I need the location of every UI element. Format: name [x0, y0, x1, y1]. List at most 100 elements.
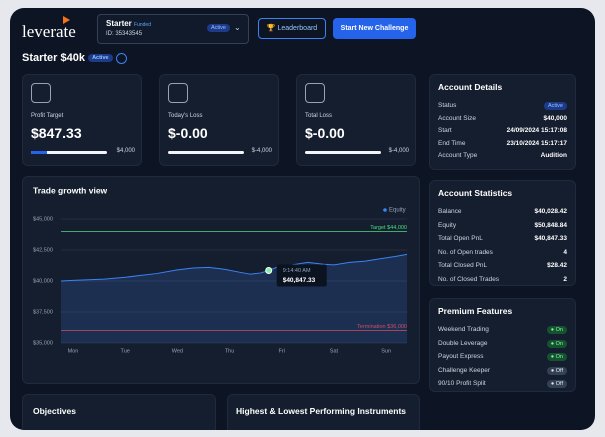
reference-label: Termination $36,000: [357, 324, 407, 330]
row-label: No. of Closed Trades: [438, 275, 500, 283]
row-label: No. of Open trades: [438, 248, 493, 256]
leaderboard-button[interactable]: 🏆 Leaderboard: [258, 18, 326, 39]
card-limit: $-4,000: [388, 148, 409, 154]
info-row: Start 24/09/2024 15:17:08: [438, 127, 567, 134]
info-row: Status Active: [438, 102, 567, 110]
card-icon: [31, 83, 51, 103]
x-tick-label: Sat: [330, 348, 339, 354]
progress-fill: [31, 151, 47, 154]
info-row: No. of Closed Trades 2: [438, 276, 567, 283]
row-value: $28.42: [547, 262, 567, 269]
row-label: Payout Express: [438, 353, 484, 360]
leaderboard-label: Leaderboard: [277, 25, 318, 32]
chevron: ⌄: [234, 23, 241, 32]
x-tick-label: Thu: [225, 348, 234, 354]
equity-line: [60, 253, 408, 282]
card-title: Highest & Lowest Performing Instruments: [236, 406, 407, 416]
x-tick-label: Mon: [68, 348, 79, 354]
y-tick-label: $42,500: [33, 247, 53, 253]
x-tick-label: Wed: [172, 348, 183, 354]
refresh-icon[interactable]: [115, 52, 127, 64]
info-row: Balance $40,028.42: [438, 208, 567, 215]
stat-card: Today's Loss $-0.00 $-4,000: [159, 74, 279, 166]
row-value: 24/09/2024 15:17:08: [506, 127, 567, 134]
x-tick-label: Fri: [279, 348, 285, 354]
progress-track: [305, 151, 381, 154]
row-label: Weekend Trading: [438, 326, 489, 333]
account-statistics: Account Statistics Balance $40,028.42 Equit…: [429, 180, 576, 286]
account-id: ID: 35343545: [106, 31, 143, 37]
y-tick-label: $40,000: [33, 278, 53, 284]
instruments-card: Highest & Lowest Performing Instruments: [227, 394, 420, 430]
toggle-label: On: [555, 327, 563, 333]
stat-card: Profit Target $847.33 $4,000: [22, 74, 142, 166]
progress-track: [168, 151, 244, 154]
account-details: Account Details Status Active Account Size $…: [429, 74, 576, 170]
new-challenge-button[interactable]: Start New Challenge: [333, 18, 416, 39]
page-title: Starter $40k: [22, 52, 85, 64]
card-limit: $4,000: [116, 148, 135, 154]
status-badge: Active: [544, 102, 567, 110]
toggle: ● On: [546, 353, 567, 361]
card-label: Profit Target: [31, 113, 64, 119]
row-label: Equity: [438, 221, 457, 229]
row-value: $40,028.42: [534, 208, 567, 215]
legend-label: Equity: [389, 208, 406, 214]
tooltip-time: 9:14:40 AM: [283, 268, 311, 274]
toggle-label: On: [555, 340, 563, 347]
status-badge: Active: [207, 24, 230, 32]
account-name: Starter: [106, 19, 132, 28]
info-row: Total Closed PnL $28.42: [438, 262, 567, 269]
reference-label: Target $44,000: [370, 225, 407, 231]
y-tick-label: $37,500: [33, 309, 53, 315]
card-icon: [168, 83, 188, 103]
stat-card: Total Loss $-0.00 $-4,000: [296, 74, 416, 166]
info-row: Account Type Audition: [438, 152, 567, 159]
info-row: Double Leverage ● On: [438, 339, 567, 348]
info-row: Challenge Keeper ● Off: [438, 366, 567, 375]
status-badge: Active: [88, 54, 113, 63]
objectives-card: Objectives: [22, 394, 216, 430]
equity-area: [61, 254, 407, 343]
row-label: 90/10 Profit Split: [438, 380, 486, 387]
row-value: 23/10/2024 15:17:17: [506, 139, 567, 147]
y-tick-label: $45,000: [33, 216, 53, 222]
row-label: Account Size: [438, 114, 476, 122]
progress-track: [31, 151, 107, 154]
toggle: ● Off: [546, 366, 567, 375]
tooltip: [276, 264, 327, 287]
panel-title: Premium Features: [438, 306, 513, 316]
tooltip-value: $40,847.33: [283, 277, 316, 284]
logo: leverate: [22, 22, 76, 41]
toggle-label: On: [555, 354, 563, 360]
row-value: $40,000: [543, 114, 568, 122]
card-icon: [305, 83, 325, 103]
info-row: End Time 23/10/2024 15:17:17: [438, 140, 567, 147]
row-value: $40,847.33: [534, 235, 567, 242]
card-label: Total Loss: [305, 113, 333, 119]
card-value: $847.33: [31, 125, 82, 141]
card-title: Objectives: [33, 406, 76, 416]
card-label: Today's Loss: [168, 113, 203, 119]
tooltip-point: [265, 266, 273, 274]
card-value: $-0.00: [305, 125, 345, 141]
toggle: ● Off: [546, 380, 567, 388]
card-limit: $-4,000: [251, 148, 272, 154]
info-row: Payout Express ● On: [438, 353, 567, 361]
row-label: End Time: [438, 139, 466, 147]
legend-dot: [383, 208, 387, 212]
card-value: $-0.00: [168, 125, 208, 141]
logo-mark: [63, 16, 70, 24]
toggle: ● On: [546, 339, 567, 348]
row-value: 2: [563, 275, 567, 283]
window: leverate Starter Funded ID: 35343545 Act…: [10, 8, 595, 430]
account-select[interactable]: Starter Funded ID: 35343545 Active ⌄: [97, 14, 249, 44]
chart: Trade growth view $45,000 $42,500 $40,000 $…: [33, 185, 408, 354]
info-row: Total Open PnL $40,847.33: [438, 235, 567, 242]
row-value: 4: [563, 248, 567, 256]
toggle: ● On: [546, 326, 567, 334]
panel-title: Account Statistics: [438, 188, 513, 198]
row-value: Audition: [540, 152, 567, 159]
row-label: Total Closed PnL: [438, 262, 488, 269]
